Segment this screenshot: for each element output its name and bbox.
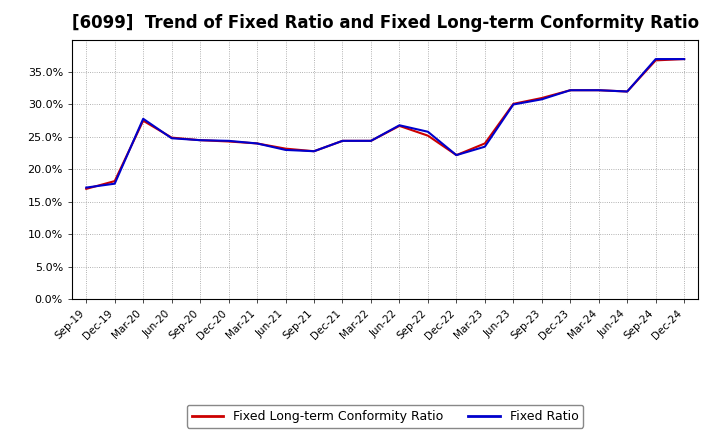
Fixed Long-term Conformity Ratio <box>82 186 91 191</box>
Fixed Ratio <box>395 123 404 128</box>
Fixed Ratio <box>225 138 233 143</box>
Fixed Ratio <box>623 89 631 94</box>
Fixed Long-term Conformity Ratio <box>196 138 204 143</box>
Fixed Ratio <box>537 97 546 102</box>
Fixed Ratio <box>366 138 375 143</box>
Fixed Ratio <box>167 136 176 141</box>
Fixed Ratio <box>253 141 261 146</box>
Legend: Fixed Long-term Conformity Ratio, Fixed Ratio: Fixed Long-term Conformity Ratio, Fixed … <box>187 405 583 428</box>
Title: [6099]  Trend of Fixed Ratio and Fixed Long-term Conformity Ratio: [6099] Trend of Fixed Ratio and Fixed Lo… <box>71 15 699 33</box>
Fixed Long-term Conformity Ratio <box>680 56 688 62</box>
Fixed Ratio <box>566 88 575 93</box>
Fixed Long-term Conformity Ratio <box>566 88 575 93</box>
Fixed Ratio <box>139 116 148 121</box>
Line: Fixed Long-term Conformity Ratio: Fixed Long-term Conformity Ratio <box>86 59 684 189</box>
Fixed Long-term Conformity Ratio <box>480 141 489 146</box>
Line: Fixed Ratio: Fixed Ratio <box>86 59 684 187</box>
Fixed Ratio <box>282 147 290 153</box>
Fixed Ratio <box>652 56 660 62</box>
Fixed Ratio <box>423 129 432 134</box>
Fixed Ratio <box>509 102 518 107</box>
Fixed Ratio <box>82 185 91 190</box>
Fixed Long-term Conformity Ratio <box>167 135 176 140</box>
Fixed Long-term Conformity Ratio <box>509 101 518 106</box>
Fixed Ratio <box>110 181 119 186</box>
Fixed Long-term Conformity Ratio <box>139 118 148 123</box>
Fixed Ratio <box>310 149 318 154</box>
Fixed Long-term Conformity Ratio <box>452 153 461 158</box>
Fixed Long-term Conformity Ratio <box>595 88 603 93</box>
Fixed Ratio <box>595 88 603 93</box>
Fixed Long-term Conformity Ratio <box>537 95 546 101</box>
Fixed Long-term Conformity Ratio <box>423 133 432 138</box>
Fixed Long-term Conformity Ratio <box>253 141 261 146</box>
Fixed Ratio <box>452 153 461 158</box>
Fixed Long-term Conformity Ratio <box>282 146 290 151</box>
Fixed Long-term Conformity Ratio <box>395 123 404 128</box>
Fixed Long-term Conformity Ratio <box>310 149 318 154</box>
Fixed Ratio <box>196 138 204 143</box>
Fixed Ratio <box>338 138 347 143</box>
Fixed Long-term Conformity Ratio <box>338 138 347 143</box>
Fixed Long-term Conformity Ratio <box>110 179 119 184</box>
Fixed Long-term Conformity Ratio <box>225 139 233 144</box>
Fixed Ratio <box>680 56 688 62</box>
Fixed Long-term Conformity Ratio <box>623 89 631 94</box>
Fixed Long-term Conformity Ratio <box>652 58 660 63</box>
Fixed Ratio <box>480 144 489 149</box>
Fixed Long-term Conformity Ratio <box>366 138 375 143</box>
